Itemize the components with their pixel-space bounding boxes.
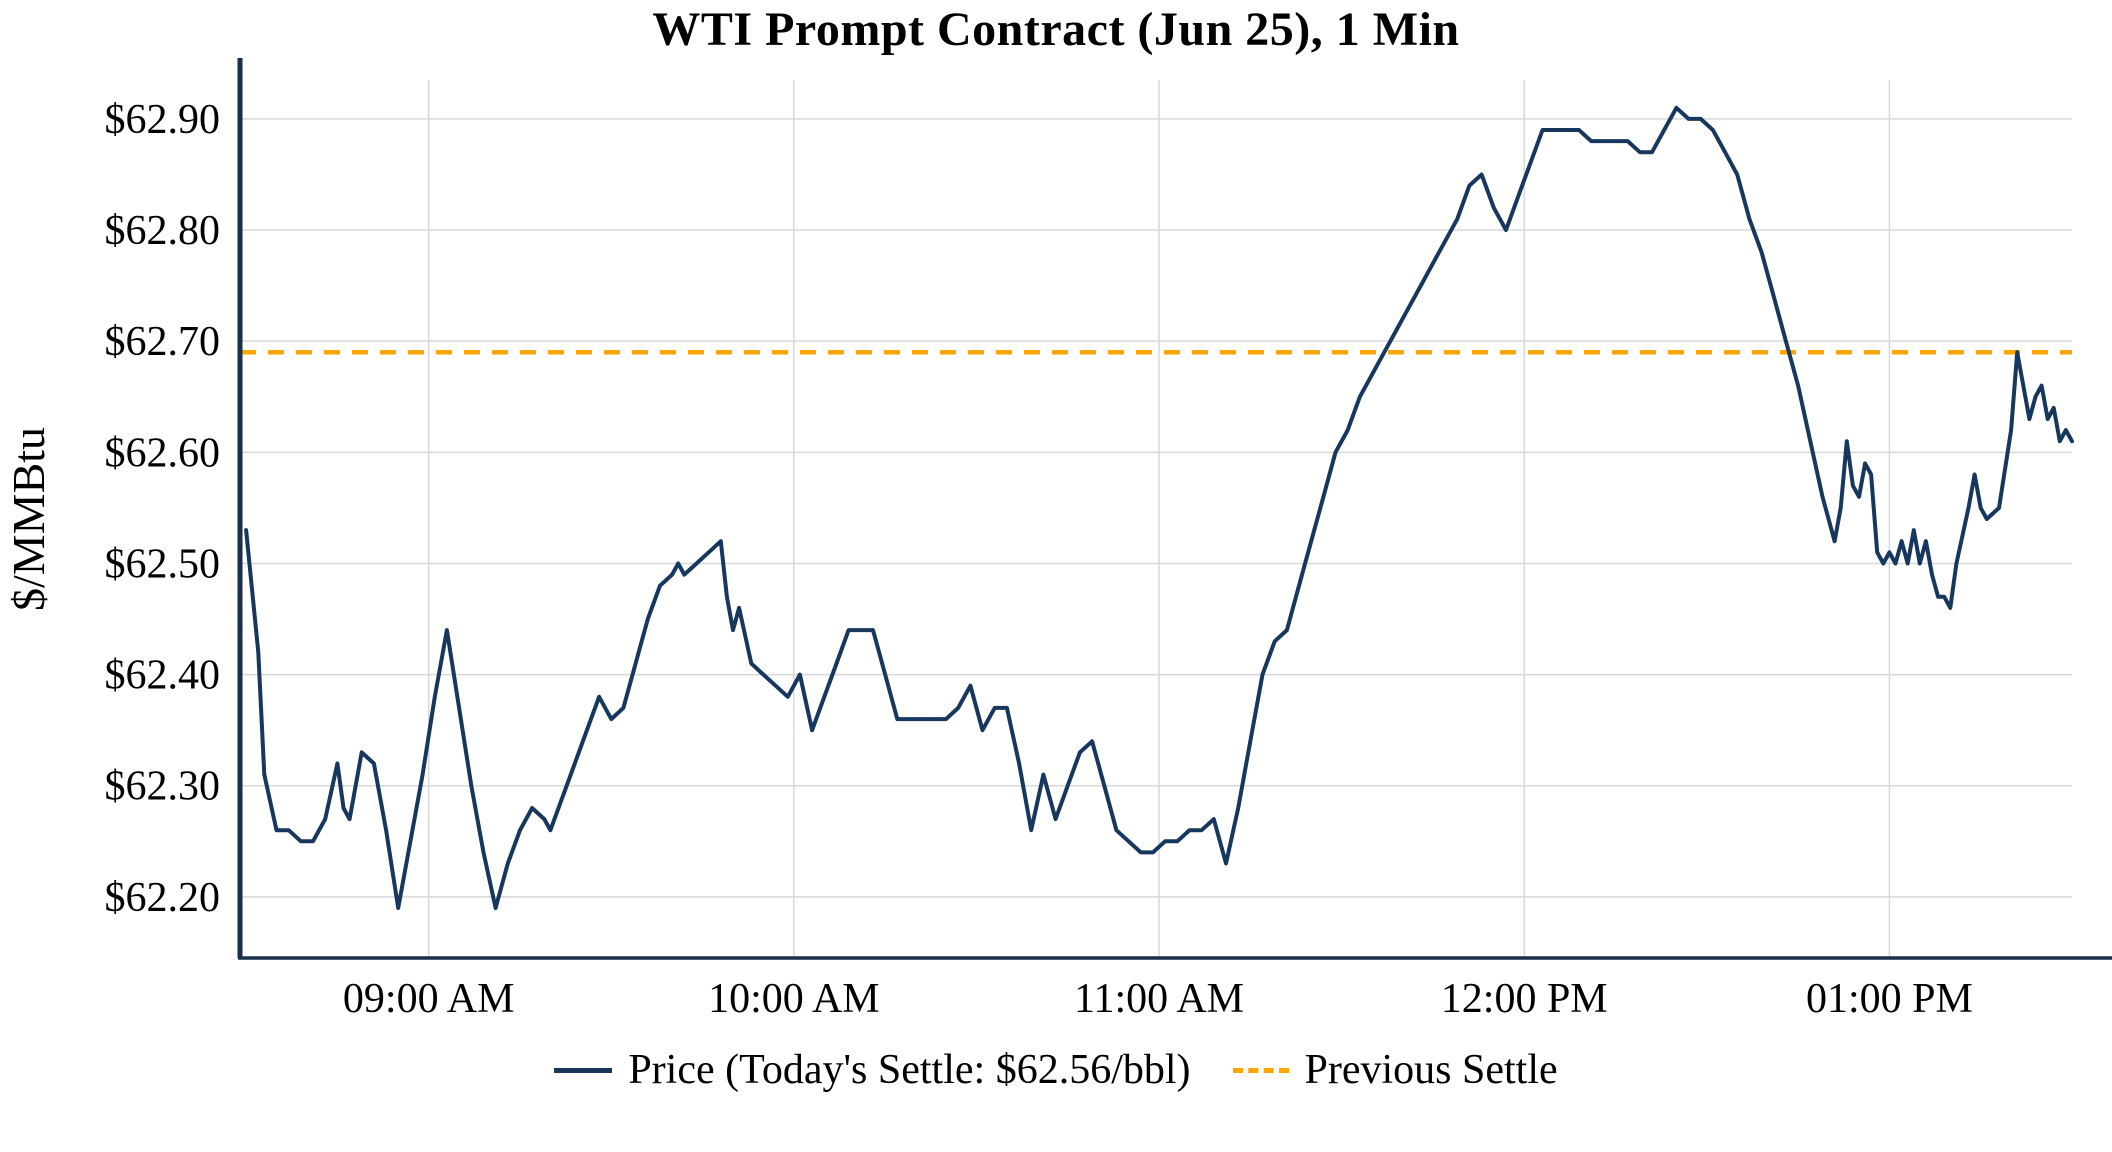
price-line-swatch — [554, 1067, 613, 1073]
previous-settle-swatch — [1232, 1067, 1289, 1073]
y-tick-label: $62.80 — [105, 208, 221, 254]
y-tick-label: $62.70 — [105, 319, 221, 365]
y-tick-label: $62.50 — [105, 541, 221, 587]
x-tick-label: 10:00 AM — [708, 976, 880, 1022]
y-axis-label: $/MMBtu — [3, 427, 54, 611]
previous-settle-legend-label: Previous Settle — [1304, 1047, 1558, 1093]
y-tick-label: $62.60 — [105, 430, 221, 476]
x-tick-label: 01:00 PM — [1806, 976, 1973, 1022]
y-tick-label: $62.40 — [105, 653, 221, 699]
chart-legend: Price (Today's Settle: $62.56/bbl) Previ… — [0, 1046, 2112, 1094]
price-legend-label: Price (Today's Settle: $62.56/bbl) — [628, 1047, 1191, 1093]
x-tick-label: 09:00 AM — [343, 976, 515, 1022]
chart-title: WTI Prompt Contract (Jun 25), 1 Min — [652, 3, 1460, 56]
y-tick-label: $62.30 — [105, 764, 221, 810]
x-tick-label: 11:00 AM — [1074, 976, 1244, 1022]
x-tick-label: 12:00 PM — [1441, 976, 1608, 1022]
chart-plot-area: $62.20 $62.30 $62.40 $62.50 $62.60 $62.70 $62.… — [105, 58, 2112, 1022]
price-line — [244, 105, 2074, 910]
y-tick-label: $62.20 — [105, 875, 221, 921]
y-tick-label: $62.90 — [105, 97, 221, 143]
